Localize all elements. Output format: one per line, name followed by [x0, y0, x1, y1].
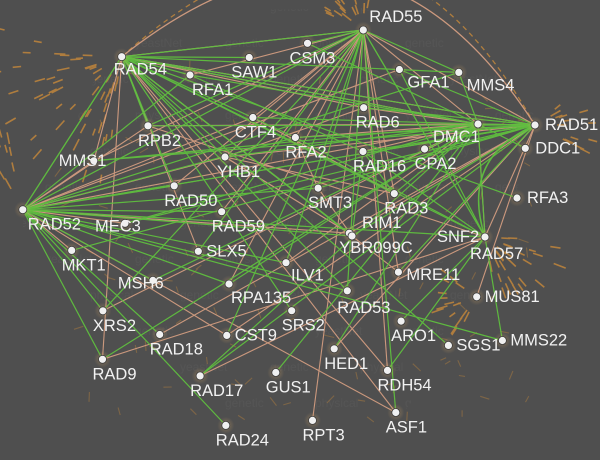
svg-text:CTF4: CTF4: [235, 124, 276, 142]
svg-text:RAD18: RAD18: [150, 341, 203, 359]
svg-text:SMT3: SMT3: [308, 194, 352, 212]
svg-text:RPA135: RPA135: [231, 289, 291, 307]
svg-text:RIM1: RIM1: [362, 214, 401, 232]
svg-text:MMS1: MMS1: [59, 152, 107, 170]
svg-text:SAW1: SAW1: [231, 64, 277, 82]
svg-text:RPB2: RPB2: [138, 132, 181, 150]
svg-text:RPT3: RPT3: [303, 426, 345, 444]
svg-text:YHB1: YHB1: [217, 163, 260, 181]
svg-text:XRS2: XRS2: [93, 317, 136, 335]
svg-text:MSH6: MSH6: [118, 274, 164, 292]
svg-text:SLX5: SLX5: [206, 242, 246, 260]
svg-text:GFA1: GFA1: [407, 74, 449, 92]
svg-text:RDH54: RDH54: [378, 376, 432, 394]
svg-text:MEC3: MEC3: [95, 217, 141, 235]
svg-text:RAD6: RAD6: [356, 114, 400, 132]
svg-text:RAD17: RAD17: [190, 382, 243, 400]
svg-text:RAD54: RAD54: [114, 61, 167, 79]
svg-text:DDC1: DDC1: [535, 139, 580, 157]
svg-text:RAD50: RAD50: [164, 192, 217, 210]
svg-text:DMC1: DMC1: [433, 128, 480, 146]
svg-text:HED1: HED1: [324, 355, 368, 373]
svg-text:RFA2: RFA2: [285, 144, 326, 162]
svg-text:RAD24: RAD24: [216, 431, 269, 449]
svg-text:CPA2: CPA2: [415, 155, 457, 173]
svg-text:MUS81: MUS81: [485, 288, 540, 306]
svg-text:SNF2: SNF2: [437, 228, 479, 246]
svg-text:ASF1: ASF1: [386, 419, 427, 437]
svg-text:RAD59: RAD59: [212, 218, 265, 236]
svg-text:RAD9: RAD9: [93, 365, 137, 383]
svg-text:RFA3: RFA3: [527, 189, 568, 207]
svg-text:CSM3: CSM3: [290, 49, 336, 67]
svg-text:RFA1: RFA1: [192, 81, 233, 99]
svg-text:RAD16: RAD16: [353, 158, 406, 176]
svg-text:SRS2: SRS2: [282, 317, 325, 335]
svg-text:RAD57: RAD57: [470, 245, 523, 263]
svg-text:ILV1: ILV1: [291, 267, 324, 285]
svg-text:RAD52: RAD52: [28, 216, 81, 234]
svg-text:CST9: CST9: [235, 326, 277, 344]
svg-text:RAD55: RAD55: [369, 8, 422, 26]
svg-text:ARO1: ARO1: [391, 327, 436, 345]
svg-text:RAD53: RAD53: [337, 299, 390, 317]
svg-text:MMS22: MMS22: [510, 332, 567, 350]
svg-text:GUS1: GUS1: [266, 379, 311, 397]
svg-text:YBR099C: YBR099C: [339, 239, 412, 257]
svg-text:MRE11: MRE11: [406, 266, 460, 284]
svg-text:RAD51: RAD51: [545, 116, 598, 134]
svg-text:MKT1: MKT1: [62, 256, 106, 274]
svg-text:MMS4: MMS4: [467, 76, 515, 94]
svg-text:SGS1: SGS1: [456, 336, 500, 354]
